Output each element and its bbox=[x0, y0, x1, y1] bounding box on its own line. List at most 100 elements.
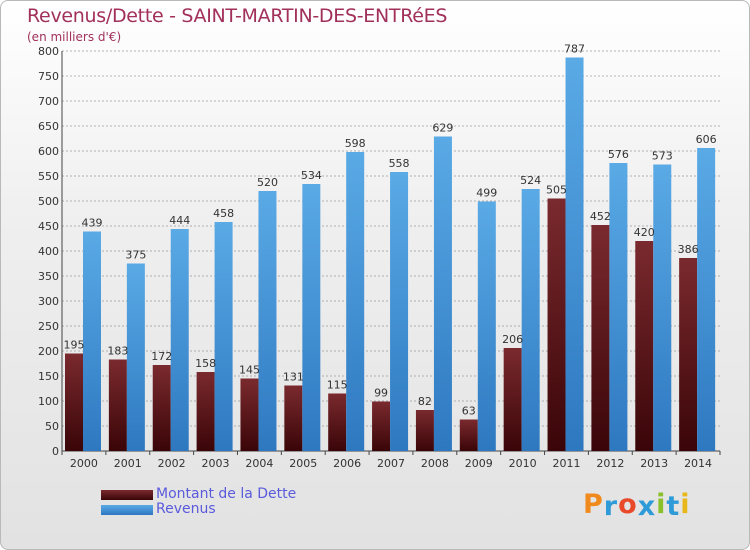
data-label: 195 bbox=[64, 339, 85, 352]
label-layer: 195 439 183 375 172 444 158 458 145 520 131 534 115 5… bbox=[64, 43, 717, 418]
bar-debt bbox=[415, 410, 434, 451]
legend-swatch-debt bbox=[101, 490, 153, 500]
data-label: 524 bbox=[520, 174, 541, 187]
proxiti-logo: Proxiti bbox=[583, 489, 691, 522]
x-tick-label: 2005 bbox=[289, 457, 317, 470]
y-tick-label: 350 bbox=[38, 270, 59, 283]
bar-revenue bbox=[83, 231, 101, 451]
x-tick-label: 2009 bbox=[465, 457, 493, 470]
data-label: 206 bbox=[502, 333, 523, 346]
bar-debt bbox=[65, 353, 83, 451]
x-tick-label: 2014 bbox=[684, 457, 712, 470]
bar-debt bbox=[591, 225, 610, 451]
data-label: 375 bbox=[125, 249, 146, 262]
data-label: 420 bbox=[634, 226, 655, 239]
y-tick-label: 750 bbox=[38, 70, 59, 83]
y-tick-label: 150 bbox=[38, 370, 59, 383]
bar-debt bbox=[196, 372, 215, 451]
bar-debt bbox=[459, 419, 478, 451]
y-tick-label: 300 bbox=[38, 295, 59, 308]
bar-revenue bbox=[126, 263, 145, 451]
x-tick-label: 2010 bbox=[509, 457, 537, 470]
x-tick-label: 2003 bbox=[202, 457, 230, 470]
y-tick-label: 600 bbox=[38, 145, 59, 158]
bar-revenue bbox=[609, 163, 628, 451]
x-tick-label: 2013 bbox=[640, 457, 668, 470]
data-label: 131 bbox=[283, 371, 304, 384]
y-tick-label: 500 bbox=[38, 195, 59, 208]
axis-layer: 0 50 100 150 200 250 300 350 400 450 500 550 600 650 7… bbox=[38, 45, 721, 470]
data-label: 99 bbox=[374, 387, 388, 400]
legend-label-revenue: Revenus bbox=[156, 501, 216, 517]
x-tick-label: 2001 bbox=[114, 457, 142, 470]
data-label: 499 bbox=[476, 187, 497, 200]
y-tick-label: 200 bbox=[38, 345, 59, 358]
data-label: 458 bbox=[213, 207, 234, 220]
bar-revenue bbox=[346, 152, 365, 451]
bar-debt bbox=[635, 241, 654, 451]
y-tick-label: 400 bbox=[38, 245, 59, 258]
data-label: 629 bbox=[432, 122, 453, 135]
y-tick-label: 0 bbox=[52, 445, 59, 458]
x-tick-label: 2002 bbox=[158, 457, 186, 470]
y-tick-label: 100 bbox=[38, 395, 59, 408]
bar-revenue bbox=[653, 164, 672, 451]
data-label: 452 bbox=[590, 210, 611, 223]
bar-debt bbox=[547, 198, 566, 451]
data-label: 534 bbox=[301, 169, 322, 182]
data-label: 386 bbox=[678, 243, 699, 256]
data-label: 145 bbox=[239, 364, 260, 377]
chart-subtitle: (en milliers d'€) bbox=[27, 30, 122, 44]
data-label: 606 bbox=[696, 133, 717, 146]
y-tick-label: 50 bbox=[45, 420, 59, 433]
bar-debt bbox=[372, 401, 391, 451]
bar-revenue bbox=[697, 148, 716, 451]
y-tick-label: 550 bbox=[38, 170, 59, 183]
bar-layer bbox=[65, 57, 716, 451]
bar-debt bbox=[240, 378, 259, 451]
data-label: 439 bbox=[82, 217, 103, 230]
data-label: 520 bbox=[257, 176, 278, 189]
y-tick-label: 450 bbox=[38, 220, 59, 233]
x-tick-label: 2006 bbox=[333, 457, 361, 470]
data-label: 573 bbox=[652, 150, 673, 163]
bar-revenue bbox=[477, 201, 496, 451]
y-tick-label: 250 bbox=[38, 320, 59, 333]
bar-debt bbox=[284, 385, 303, 451]
x-tick-label: 2008 bbox=[421, 457, 449, 470]
bar-revenue bbox=[258, 191, 277, 451]
x-tick-label: 2000 bbox=[70, 457, 98, 470]
chart-title: Revenus/Dette - SAINT-MARTIN-DES-ENTRéES bbox=[27, 5, 448, 27]
x-tick-label: 2007 bbox=[377, 457, 405, 470]
data-label: 63 bbox=[462, 405, 476, 418]
data-label: 115 bbox=[327, 379, 348, 392]
x-tick-label: 2012 bbox=[596, 457, 624, 470]
bar-debt bbox=[108, 359, 127, 451]
bar-revenue bbox=[521, 189, 540, 451]
data-label: 505 bbox=[546, 184, 567, 197]
bar-revenue bbox=[170, 229, 189, 451]
data-label: 598 bbox=[345, 137, 366, 150]
y-tick-label: 650 bbox=[38, 120, 59, 133]
legend-label-debt: Montant de la Dette bbox=[156, 486, 297, 502]
data-label: 183 bbox=[107, 345, 128, 358]
bar-revenue bbox=[433, 136, 452, 451]
data-label: 444 bbox=[169, 214, 190, 227]
data-label: 787 bbox=[564, 43, 585, 56]
x-tick-label: 2011 bbox=[552, 457, 580, 470]
data-label: 558 bbox=[389, 157, 410, 170]
bar-debt bbox=[679, 258, 698, 451]
data-label: 82 bbox=[418, 395, 432, 408]
bar-revenue bbox=[565, 57, 584, 451]
y-tick-label: 700 bbox=[38, 95, 59, 108]
data-label: 172 bbox=[151, 350, 172, 363]
y-tick-label: 800 bbox=[38, 45, 59, 58]
bar-revenue bbox=[214, 222, 233, 451]
bar-debt bbox=[152, 365, 171, 451]
bar-debt bbox=[328, 393, 347, 451]
x-tick-label: 2004 bbox=[245, 457, 273, 470]
data-label: 158 bbox=[195, 357, 216, 370]
bar-revenue bbox=[390, 172, 409, 451]
